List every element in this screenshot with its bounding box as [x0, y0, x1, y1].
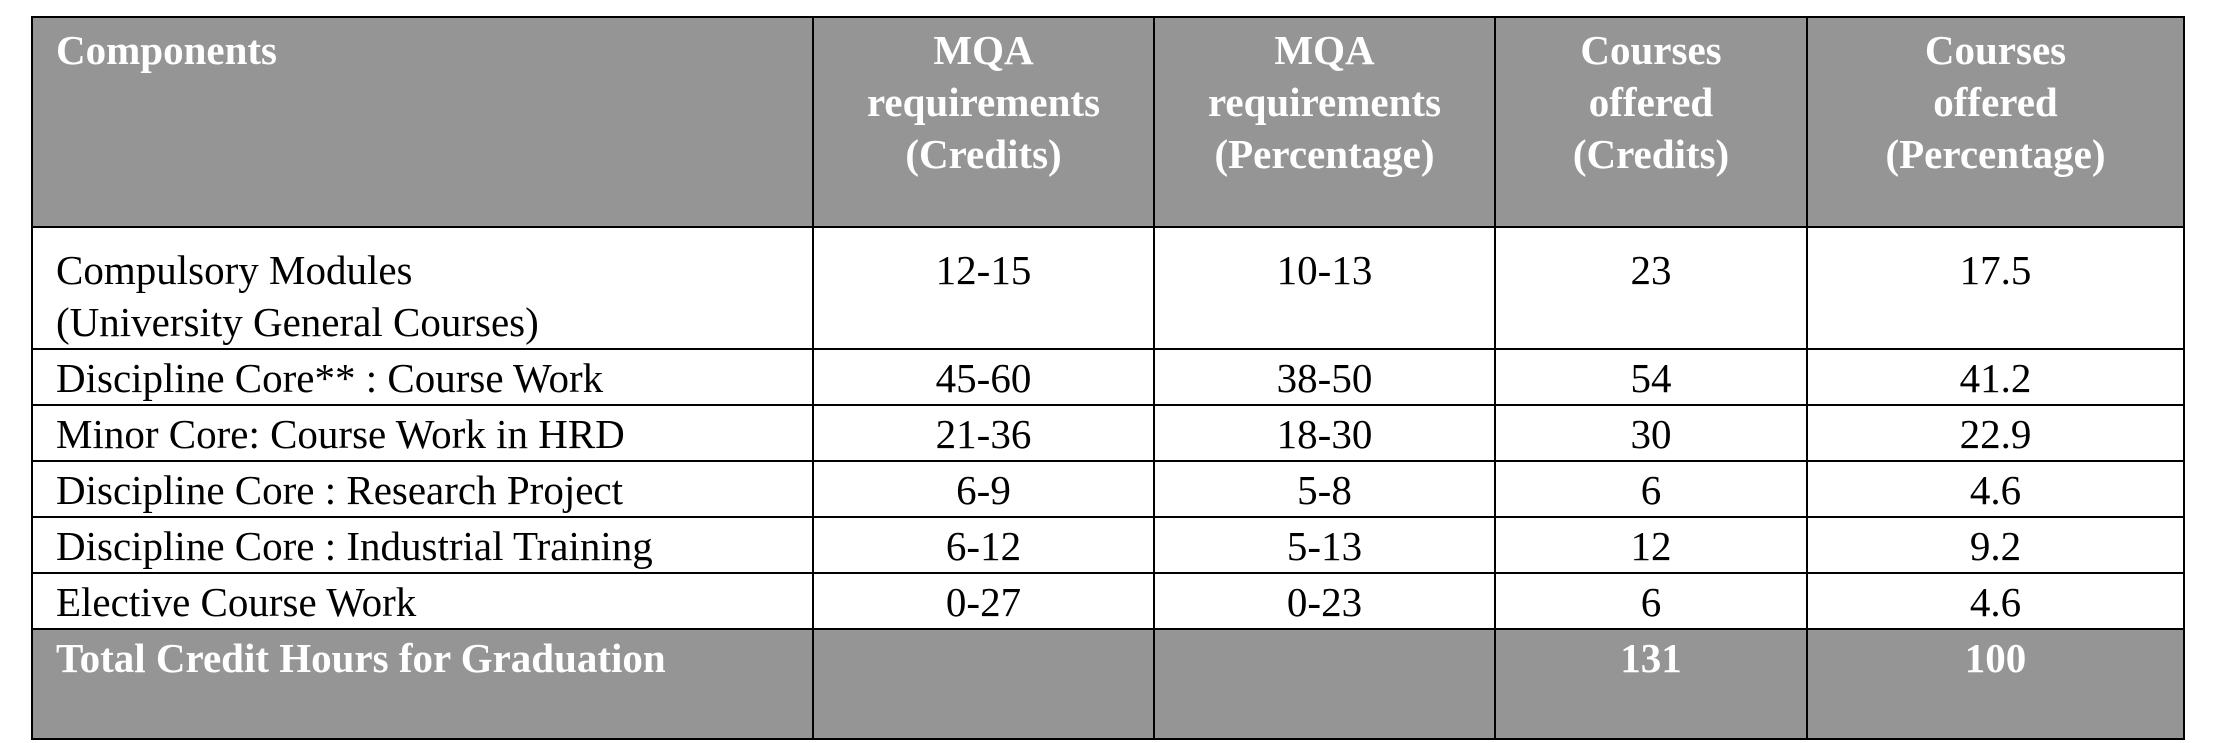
- offered-percentage-cell: 4.6: [1806, 572, 2185, 630]
- table-row: Minor Core: Course Work in HRD 21-36 18-…: [31, 404, 2185, 462]
- component-cell: Discipline Core : Industrial Training: [31, 516, 814, 574]
- offered-percentage-cell: 9.2: [1806, 516, 2185, 574]
- component-cell: Minor Core: Course Work in HRD: [31, 404, 814, 462]
- header-mqa-credits: MQA requirements (Credits): [812, 16, 1155, 228]
- offered-credits-cell: 23: [1494, 226, 1808, 350]
- mqa-percentage-cell: 5-13: [1153, 516, 1496, 574]
- mqa-percentage-cell: 5-8: [1153, 460, 1496, 518]
- header-components: Components: [31, 16, 814, 228]
- offered-credits-cell: 12: [1494, 516, 1808, 574]
- component-cell: Compulsory Modules (University General C…: [31, 226, 814, 350]
- header-offered-percentage: Courses offered (Percentage): [1806, 16, 2185, 228]
- mqa-percentage-cell: 18-30: [1153, 404, 1496, 462]
- table-row: Discipline Core** : Course Work 45-60 38…: [31, 348, 2185, 406]
- offered-percentage-cell: 41.2: [1806, 348, 2185, 406]
- mqa-credits-cell: 6-12: [812, 516, 1155, 574]
- table-header-row: Components MQA requirements (Credits) MQ…: [31, 16, 2185, 228]
- mqa-credits-cell: 45-60: [812, 348, 1155, 406]
- offered-credits-cell: 30: [1494, 404, 1808, 462]
- mqa-percentage-cell: 10-13: [1153, 226, 1496, 350]
- table-row: Compulsory Modules (University General C…: [31, 226, 2185, 350]
- mqa-credits-cell: 12-15: [812, 226, 1155, 350]
- total-mqa-credits-cell: [812, 628, 1155, 740]
- component-cell: Elective Course Work: [31, 572, 814, 630]
- mqa-percentage-cell: 0-23: [1153, 572, 1496, 630]
- mqa-credits-cell: 0-27: [812, 572, 1155, 630]
- header-mqa-percentage: MQA requirements (Percentage): [1153, 16, 1496, 228]
- mqa-credits-cell: 6-9: [812, 460, 1155, 518]
- total-mqa-percentage-cell: [1153, 628, 1496, 740]
- offered-percentage-cell: 4.6: [1806, 460, 2185, 518]
- offered-percentage-cell: 17.5: [1806, 226, 2185, 350]
- component-cell: Discipline Core : Research Project: [31, 460, 814, 518]
- table-row: Discipline Core : Research Project 6-9 5…: [31, 460, 2185, 518]
- credit-requirements-table: Components MQA requirements (Credits) MQ…: [31, 16, 2185, 740]
- table-row: Elective Course Work 0-27 0-23 6 4.6: [31, 572, 2185, 630]
- header-offered-credits: Courses offered (Credits): [1494, 16, 1808, 228]
- offered-credits-cell: 54: [1494, 348, 1808, 406]
- total-row: Total Credit Hours for Graduation 131 10…: [31, 628, 2185, 740]
- mqa-percentage-cell: 38-50: [1153, 348, 1496, 406]
- mqa-credits-cell: 21-36: [812, 404, 1155, 462]
- total-label-cell: Total Credit Hours for Graduation: [31, 628, 814, 740]
- offered-percentage-cell: 22.9: [1806, 404, 2185, 462]
- total-offered-percentage-cell: 100: [1806, 628, 2185, 740]
- offered-credits-cell: 6: [1494, 460, 1808, 518]
- total-offered-credits-cell: 131: [1494, 628, 1808, 740]
- offered-credits-cell: 6: [1494, 572, 1808, 630]
- component-cell: Discipline Core** : Course Work: [31, 348, 814, 406]
- table-row: Discipline Core : Industrial Training 6-…: [31, 516, 2185, 574]
